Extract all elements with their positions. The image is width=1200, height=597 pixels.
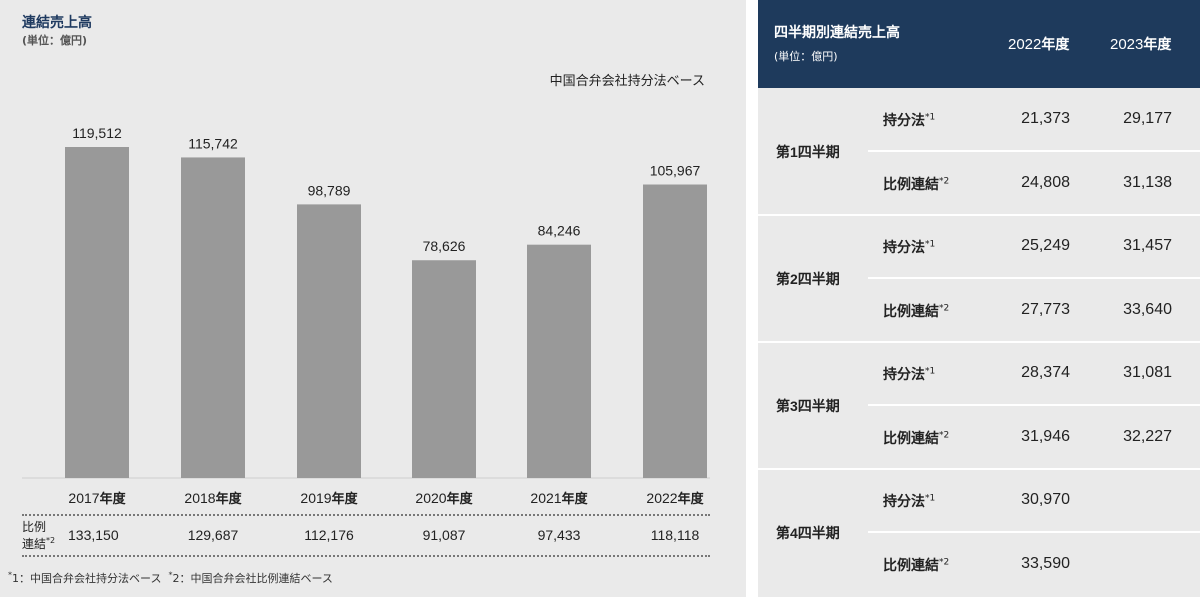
row-divider — [868, 277, 1200, 279]
proportional-label: 比例連結*2 — [883, 176, 950, 193]
quarter-divider — [758, 341, 1200, 343]
equity-method-label: 持分法*1 — [883, 366, 936, 383]
equity-method-label: 持分法*1 — [883, 493, 936, 510]
data-label-2021: 84,246 — [538, 223, 581, 239]
equity-2022-value: 30,970 — [1021, 491, 1070, 508]
proportional-2022-value: 33,590 — [1021, 555, 1070, 572]
bar-2019 — [297, 204, 361, 478]
x-tick-2018: 2018年度 — [184, 490, 242, 507]
ratio-value-2021: 97,433 — [537, 527, 581, 543]
proportional-2023-value: 32,227 — [1123, 428, 1172, 445]
equity-2022-value: 28,374 — [1021, 364, 1070, 381]
quarter-row-4: 第4四半期 持分法*1 30,970 比例連結*2 33,590 — [758, 469, 1200, 595]
row-divider — [868, 531, 1200, 533]
column-header-2022: 2022年度 — [1008, 36, 1070, 53]
bar-2018 — [181, 157, 245, 478]
ratio-value-2019: 112,176 — [304, 527, 354, 543]
footnote-1: 1：中国合弁会社持分法ベース — [12, 572, 162, 585]
bar-2022 — [643, 184, 707, 479]
footnote-1-mark: * — [8, 570, 12, 580]
bar-2021 — [527, 244, 591, 478]
equity-2023-value: 31,457 — [1123, 237, 1172, 254]
x-tick-2019: 2019年度 — [300, 490, 358, 507]
equity-2022-value: 21,373 — [1021, 110, 1070, 127]
data-label-2018: 115,742 — [188, 135, 238, 151]
chart-unit: (単位：億円) — [22, 34, 88, 47]
x-tick-2020: 2020年度 — [415, 490, 473, 507]
footnote-2: 2：中国合弁会社比例連結ベース — [172, 572, 333, 585]
proportional-2022-value: 27,773 — [1021, 301, 1070, 318]
proportional-label: 比例連結*2 — [883, 430, 950, 447]
ratio-label-line1: 比例 — [22, 520, 47, 534]
ratio-value-2017: 133,150 — [68, 527, 119, 543]
equity-method-label: 持分法*1 — [883, 112, 936, 129]
ratio-row-label: 比例 連結*2 — [22, 520, 55, 551]
quarter-label: 第2四半期 — [776, 271, 840, 288]
equity-2022-value: 25,249 — [1021, 237, 1070, 254]
quarter-label: 第1四半期 — [776, 144, 840, 161]
proportional-label: 比例連結*2 — [883, 557, 950, 574]
data-label-2022: 105,967 — [650, 163, 701, 179]
proportional-2023-value: 31,138 — [1123, 174, 1172, 191]
quarter-label: 第3四半期 — [776, 398, 840, 415]
proportional-2022-value: 24,808 — [1021, 174, 1070, 191]
ratio-label-mark: *2 — [46, 536, 56, 545]
basis-label: 中国合弁会社持分法ベース — [549, 74, 705, 89]
quarter-row-1: 第1四半期 持分法*1 21,373 29,177 比例連結*2 24,808 31,138 — [758, 88, 1200, 214]
quarter-label: 第4四半期 — [776, 525, 840, 542]
row-divider — [868, 404, 1200, 406]
divider-top — [22, 514, 710, 516]
quarter-row-2: 第2四半期 持分法*1 25,249 31,457 比例連結*2 27,773 33,640 — [758, 215, 1200, 341]
equity-2023-value: 29,177 — [1123, 110, 1172, 127]
footnotes: *1：中国合弁会社持分法ベース *2：中国合弁会社比例連結ベース — [8, 570, 333, 586]
row-divider — [868, 150, 1200, 152]
x-tick-2017: 2017年度 — [68, 490, 126, 507]
quarterly-table-panel: 四半期別連結売上高 (単位：億円) 2022年度 2023年度 第1四半期持分法… — [758, 0, 1200, 597]
ratio-label-line2: 連結 — [22, 537, 47, 551]
table-unit: (単位：億円) — [774, 50, 838, 63]
bar-chart: 119,512 115,742 98,789 78,626 84,246 105,967 — [22, 125, 710, 479]
data-label-2017: 119,512 — [72, 125, 122, 141]
chart-panel: 連結売上高 (単位：億円) 中国合弁会社持分法ベース 119,512 115,74… — [0, 0, 746, 597]
ratio-value-2018: 129,687 — [187, 527, 239, 543]
data-label-2019: 98,789 — [308, 182, 351, 198]
data-label-2020: 78,626 — [423, 238, 466, 254]
bar-2017 — [65, 147, 129, 478]
ratio-value-2022: 118,118 — [650, 527, 700, 543]
x-tick-2021: 2021年度 — [530, 490, 588, 507]
proportional-label: 比例連結*2 — [883, 303, 950, 320]
equity-method-label: 持分法*1 — [883, 239, 936, 256]
proportional-2022-value: 31,946 — [1021, 428, 1070, 445]
x-tick-2022: 2022年度 — [646, 490, 704, 507]
equity-2023-value: 31,081 — [1123, 364, 1172, 381]
table-header: 四半期別連結売上高 (単位：億円) 2022年度 2023年度 — [758, 0, 1200, 88]
chart-title: 連結売上高 — [22, 15, 92, 31]
quarter-divider — [758, 468, 1200, 470]
ratio-value-2020: 91,087 — [422, 527, 466, 543]
quarter-row-3: 第3四半期 持分法*1 28,374 31,081 比例連結*2 31,946 32,227 — [758, 342, 1200, 468]
footnote-2-mark: * — [168, 570, 173, 580]
bar-2020 — [412, 260, 476, 478]
column-header-2023: 2023年度 — [1110, 36, 1172, 53]
proportional-2023-value: 33,640 — [1123, 301, 1172, 318]
table-title: 四半期別連結売上高 — [774, 25, 900, 41]
divider-bottom — [22, 555, 710, 557]
quarter-divider — [758, 214, 1200, 216]
